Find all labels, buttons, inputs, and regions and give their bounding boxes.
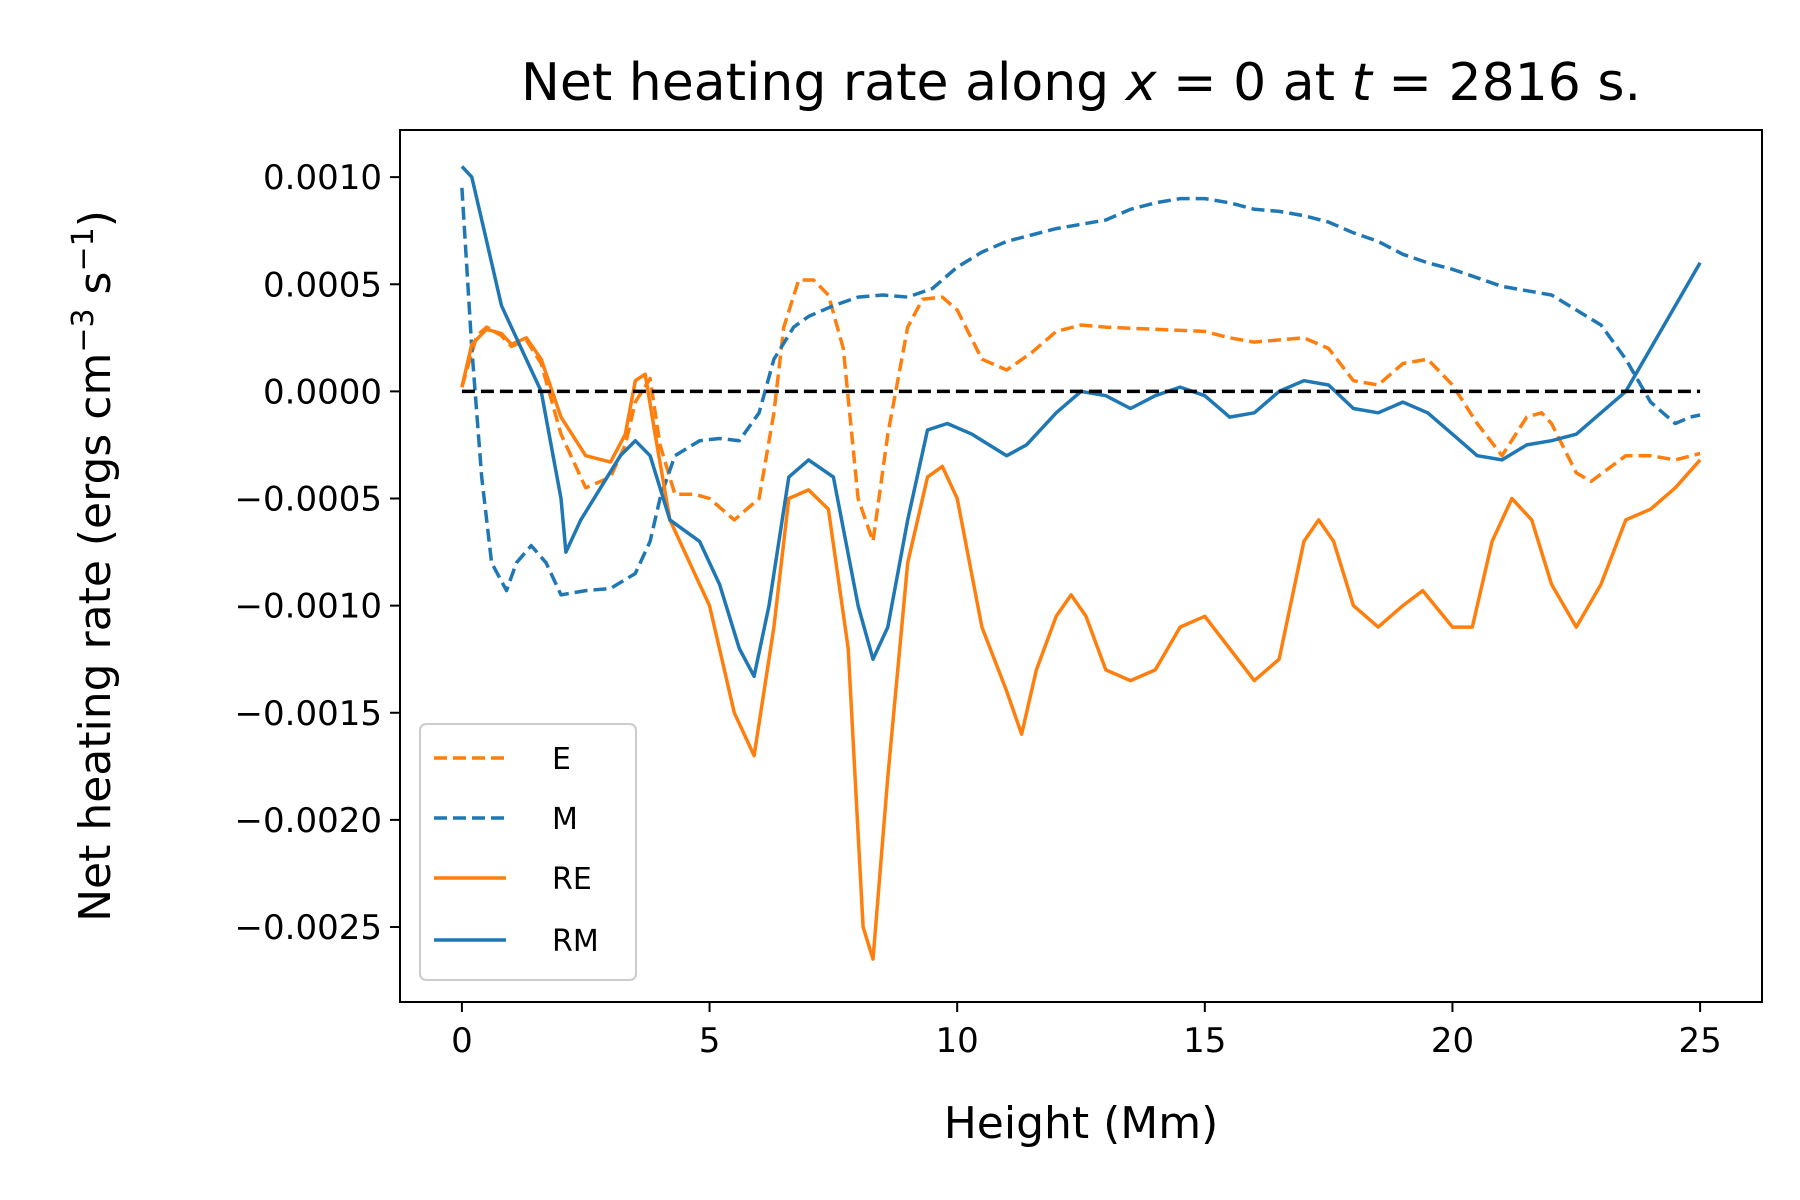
- x-axis-label: Height (Mm): [944, 1098, 1219, 1149]
- chart-title: Net heating rate along x = 0 at t = 2816…: [521, 53, 1641, 113]
- y-axis: 0.0010 0.0005 0.0000 −0.0005 −0.0010 −0.0015 −…: [235, 158, 400, 948]
- y-tick-label: −0.0025: [235, 908, 382, 948]
- x-tick-label: 10: [936, 1021, 979, 1061]
- legend-label-rm: RM: [552, 924, 599, 959]
- plot-area: [460, 165, 1702, 961]
- x-tick-label: 0: [451, 1021, 473, 1061]
- y-tick-label: −0.0005: [235, 480, 382, 520]
- y-tick-label: −0.0010: [235, 587, 382, 627]
- series-line-e: [460, 278, 1701, 544]
- x-axis: 0 5 10 15 20 25: [451, 1002, 1722, 1061]
- series-line-re: [460, 327, 1702, 961]
- x-tick-label: 20: [1431, 1021, 1474, 1061]
- y-tick-label: −0.0015: [235, 694, 382, 734]
- y-tick-label: 0.0005: [263, 265, 382, 305]
- x-tick-label: 25: [1678, 1021, 1721, 1061]
- y-tick-label: −0.0020: [235, 801, 382, 841]
- legend-label-m: M: [552, 802, 578, 837]
- axes-frame: [399, 129, 1763, 1003]
- legend-frame: [419, 723, 637, 981]
- y-axis-label: Net heating rate (ergs cm−3 s−1): [66, 210, 122, 922]
- legend-label-re: RE: [552, 862, 592, 897]
- legend-label-e: E: [552, 742, 571, 777]
- series-line-rm: [460, 165, 1702, 679]
- y-tick-label: 0.0000: [263, 372, 382, 412]
- x-tick-label: 5: [699, 1021, 721, 1061]
- y-tick-label: 0.0010: [263, 158, 382, 198]
- series-line-m: [460, 187, 1701, 597]
- x-tick-label: 15: [1183, 1021, 1226, 1061]
- legend: EM RE RM: [419, 723, 637, 981]
